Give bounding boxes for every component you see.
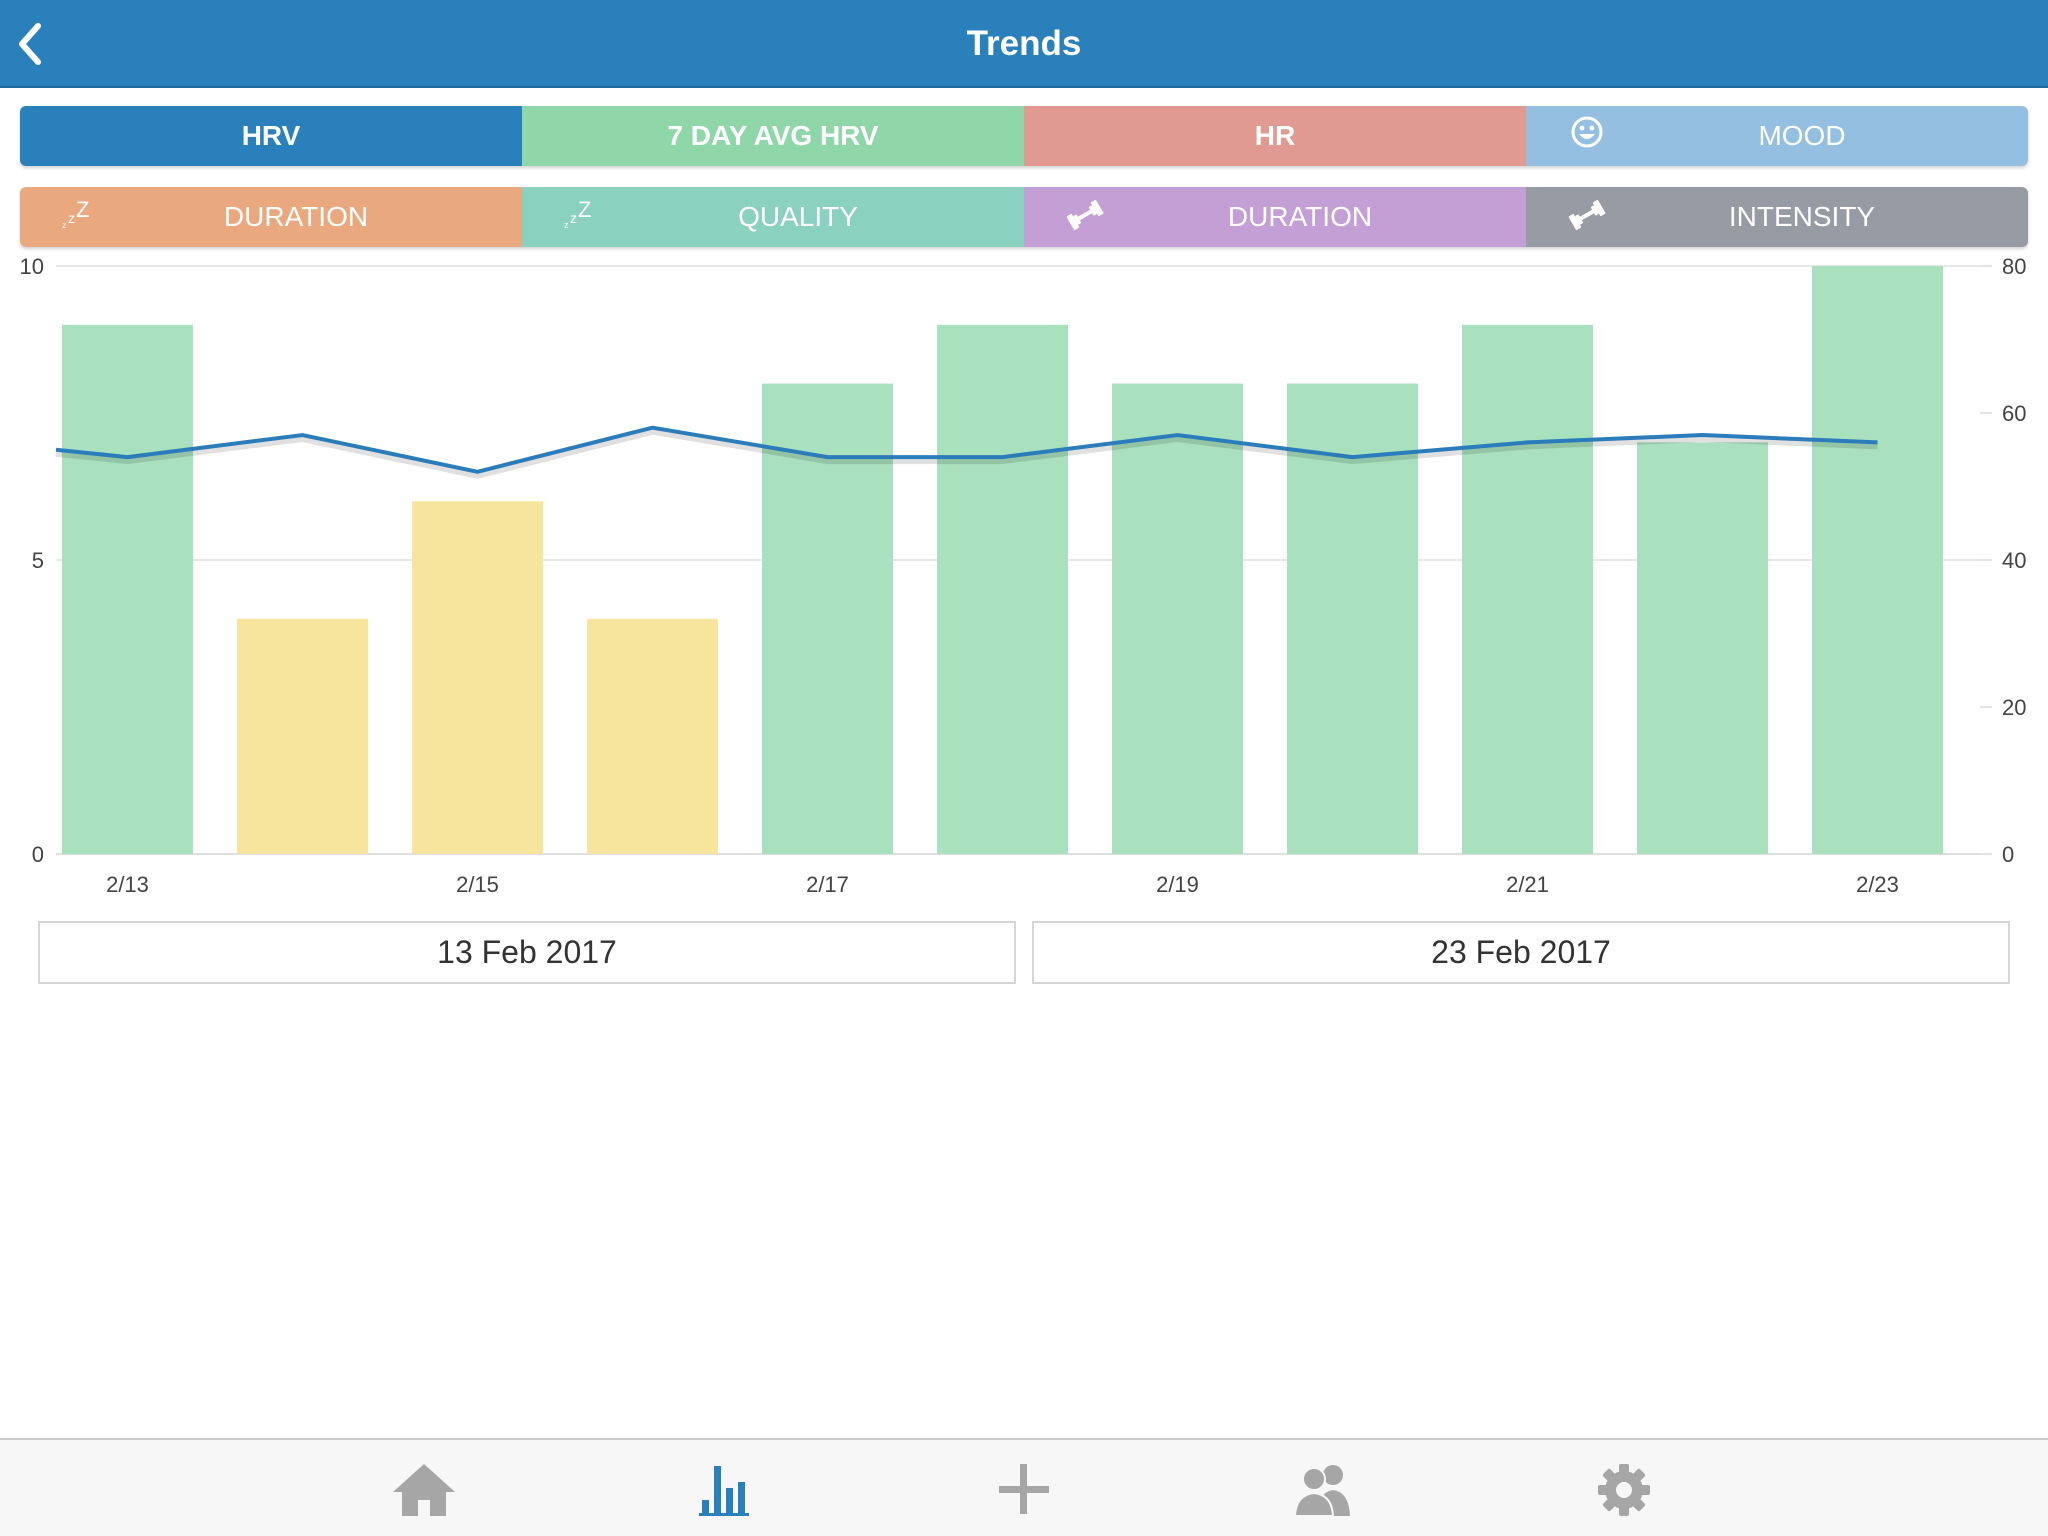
left-axis-tick-label: 5 (32, 548, 44, 573)
chart-bar (1637, 442, 1768, 854)
chart-bar (1287, 383, 1418, 854)
x-axis-tick-label: 2/13 (106, 872, 149, 897)
right-axis-tick-label: 0 (2002, 842, 2014, 867)
svg-text:Z: Z (578, 197, 591, 222)
back-button[interactable] (8, 14, 68, 74)
hr-button-label: HR (1254, 120, 1296, 151)
sleep-icon: Z z z (62, 197, 89, 230)
mood-button-label: MOOD (1758, 120, 1846, 151)
chart-bar (62, 324, 193, 854)
left-axis-tick-label: 0 (32, 842, 44, 867)
end-date-value: 23 Feb 2017 (1431, 934, 1611, 970)
chart-bar (762, 383, 893, 854)
chart-bar (1812, 266, 1943, 854)
tab-bar (0, 1438, 2048, 1536)
end-date-field[interactable]: 23 Feb 2017 (1032, 921, 2010, 984)
metric-button-row-2: Z z z DURATION Z z z QUALITY (20, 187, 2028, 247)
chart-bar (237, 618, 368, 854)
left-axis-tick-label: 10 (20, 254, 44, 279)
sleep-quality-button[interactable]: Z z z QUALITY (522, 187, 1024, 247)
chevron-left-icon (19, 23, 41, 65)
right-axis-tick-label: 60 (2002, 401, 2026, 426)
seven-day-avg-hrv-button-label: 7 DAY AVG HRV (667, 120, 879, 151)
chart-bar (587, 618, 718, 854)
metric-button-row-1: HRV 7 DAY AVG HRV HR MOOD (20, 106, 2028, 166)
x-axis-tick-label: 2/23 (1856, 872, 1899, 897)
chart-bar (1112, 383, 1243, 854)
exercise-duration-button[interactable]: DURATION (1024, 187, 1526, 247)
svg-text:z: z (68, 210, 75, 226)
bar-chart-icon[interactable] (689, 1458, 759, 1522)
start-date-field[interactable]: 13 Feb 2017 (38, 921, 1016, 984)
sleep-quality-button-label: QUALITY (738, 201, 858, 232)
exercise-intensity-button-label: INTENSITY (1728, 201, 1876, 232)
hrv-button-label: HRV (241, 120, 301, 151)
smiley-icon (1571, 116, 1603, 148)
svg-text:z: z (62, 220, 67, 230)
plus-icon[interactable] (989, 1458, 1059, 1522)
dumbbell-icon (1568, 199, 1606, 231)
right-axis-tick-label: 40 (2002, 548, 2026, 573)
chart-line (55, 425, 1878, 474)
chart-line-shadow (55, 428, 1878, 479)
x-axis-tick-label: 2/21 (1506, 872, 1549, 897)
chart-bar (412, 501, 543, 854)
navigation-bar: Trends (0, 0, 2048, 88)
home-icon[interactable] (389, 1458, 459, 1522)
chart-bar (1462, 324, 1593, 854)
trends-chart: 0 5 10 0 20 40 60 80 2/13 2/15 2/17 2/19 2/21 2/23 (0, 250, 2048, 910)
x-axis-tick-label: 2/19 (1156, 872, 1199, 897)
people-icon[interactable] (1289, 1458, 1359, 1522)
sleep-duration-button[interactable]: Z z z DURATION (20, 187, 522, 247)
dumbbell-icon (1066, 199, 1104, 231)
svg-text:z: z (564, 220, 569, 230)
x-axis-tick-label: 2/17 (806, 872, 849, 897)
page-title: Trends (966, 24, 1082, 63)
svg-text:z: z (570, 210, 577, 226)
svg-text:Z: Z (76, 197, 89, 222)
trends-chart-svg: 0 5 10 0 20 40 60 80 2/13 2/15 2/17 2/19 2/21 2/23 (20, 254, 2027, 897)
hrv-button[interactable]: HRV (20, 106, 522, 166)
right-axis-tick-label: 20 (2002, 695, 2026, 720)
seven-day-avg-hrv-button[interactable]: 7 DAY AVG HRV (522, 106, 1024, 166)
mood-button[interactable]: MOOD (1526, 106, 2028, 166)
right-axis-tick-label: 80 (2002, 254, 2026, 279)
hr-button[interactable]: HR (1024, 106, 1526, 166)
gear-icon[interactable] (1589, 1458, 1659, 1522)
x-axis-tick-label: 2/15 (456, 872, 499, 897)
exercise-intensity-button[interactable]: INTENSITY (1526, 187, 2028, 247)
exercise-duration-button-label: DURATION (1227, 201, 1373, 232)
start-date-value: 13 Feb 2017 (437, 934, 617, 970)
sleep-duration-button-label: DURATION (223, 201, 369, 232)
chart-bar (937, 324, 1068, 854)
sleep-icon: Z z z (564, 197, 591, 230)
